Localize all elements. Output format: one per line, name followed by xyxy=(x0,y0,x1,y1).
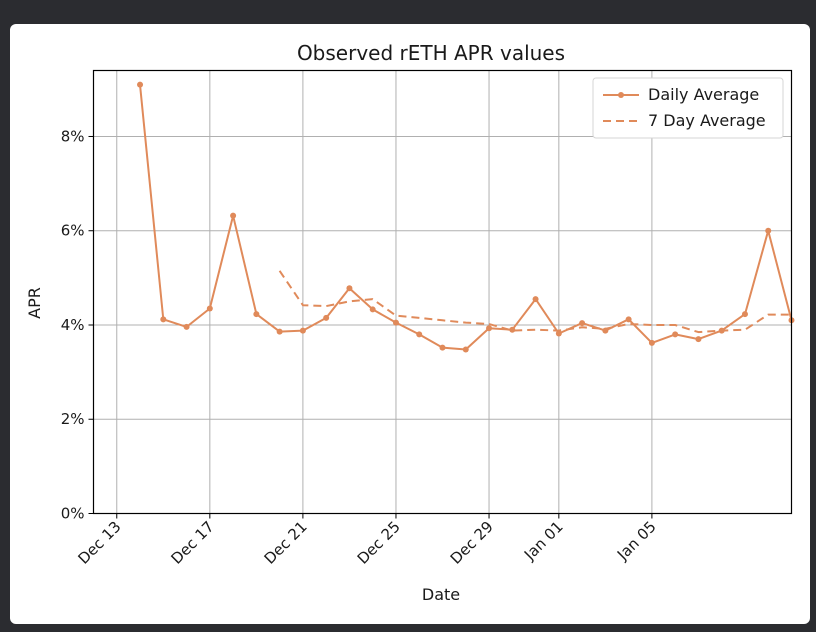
x-tick-label: Dec 13 xyxy=(74,518,124,568)
daily-average-point xyxy=(230,212,237,219)
x-tick-label: Dec 17 xyxy=(168,518,218,568)
daily-average-point xyxy=(392,319,399,326)
legend-label: 7 Day Average xyxy=(648,111,766,130)
daily-average-point xyxy=(579,320,586,327)
grid-lines xyxy=(93,70,792,514)
daily-average-point xyxy=(672,331,679,338)
daily-average-point xyxy=(625,316,632,323)
daily-average-point xyxy=(509,326,516,333)
daily-average-point xyxy=(276,328,283,335)
daily-average-point xyxy=(765,227,772,234)
y-tick-label: 2% xyxy=(61,410,85,428)
plot-frame xyxy=(92,69,793,515)
x-tick-label: Jan 01 xyxy=(520,518,567,565)
chart-card: Observed rETH APR values APR Date 0% 2% 4%… xyxy=(10,24,810,624)
daily-average-point xyxy=(462,346,469,353)
y-tick-label: 0% xyxy=(61,505,85,523)
daily-average-point xyxy=(439,344,446,351)
legend-swatch-marker xyxy=(618,92,624,98)
daily-average-point xyxy=(695,336,702,343)
daily-average-point xyxy=(555,330,562,337)
daily-average-point xyxy=(253,311,260,318)
legend: Daily Average 7 Day Average xyxy=(592,77,784,139)
y-tick-label: 6% xyxy=(61,222,85,240)
y-axis-label: APR xyxy=(25,287,44,319)
daily-average-point xyxy=(160,316,167,323)
daily-average-point xyxy=(183,323,190,330)
daily-average-point xyxy=(299,327,306,334)
x-axis-label: Date xyxy=(422,585,460,604)
series-layer xyxy=(137,81,795,353)
legend-box xyxy=(592,77,784,139)
seven-day-average-line xyxy=(278,270,792,334)
x-tick-label: Dec 29 xyxy=(447,518,497,568)
daily-average-point xyxy=(346,285,353,292)
y-tick-label: 4% xyxy=(61,316,85,334)
x-tick-label: Dec 25 xyxy=(354,518,404,568)
x-tick-label: Dec 21 xyxy=(261,518,311,568)
daily-average-point xyxy=(416,331,423,338)
daily-average-point xyxy=(532,296,539,303)
y-tick-label: 8% xyxy=(61,127,85,145)
x-tick-label: Jan 05 xyxy=(613,518,660,565)
daily-average-point xyxy=(486,325,493,332)
daily-average-point xyxy=(648,339,655,346)
apr-line-chart: Observed rETH APR values APR Date 0% 2% 4%… xyxy=(25,41,795,604)
daily-average-point xyxy=(206,305,213,312)
daily-average-point xyxy=(369,306,376,313)
daily-average-point xyxy=(741,311,748,318)
legend-label: Daily Average xyxy=(648,85,759,104)
daily-average-point xyxy=(137,81,144,88)
daily-average-point xyxy=(323,314,330,321)
chart-title: Observed rETH APR values xyxy=(297,41,565,65)
